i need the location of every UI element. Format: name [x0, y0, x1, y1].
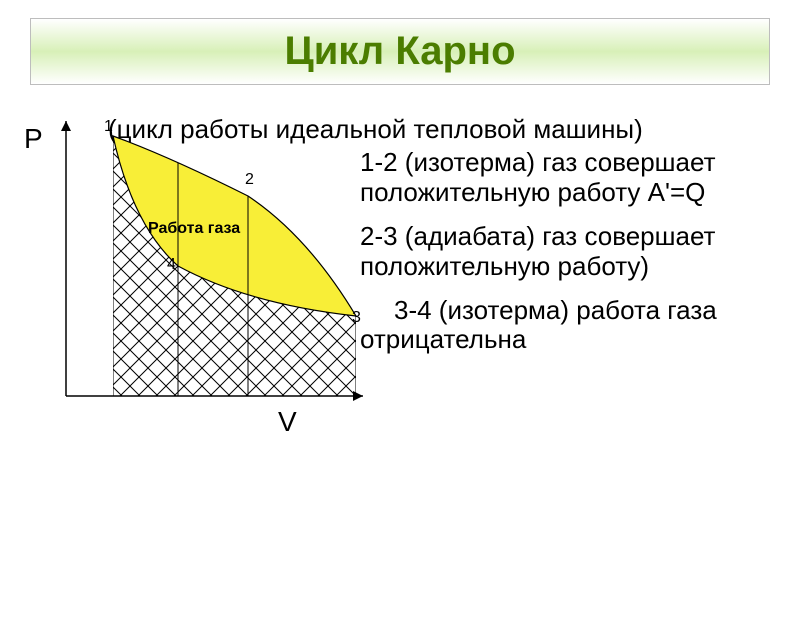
page-title: Цикл Карно	[31, 29, 769, 74]
point-4-label: 4	[167, 256, 176, 274]
point-1-label: 1	[104, 118, 113, 136]
process-3-4: 3-4 (изотерма) работа газа отрицательна	[360, 296, 790, 356]
title-bar: Цикл Карно	[30, 18, 770, 85]
process-1-2: 1-2 (изотерма) газ совершает положительн…	[360, 148, 790, 208]
process-descriptions: 1-2 (изотерма) газ совершает положительн…	[360, 148, 790, 369]
carnot-chart	[58, 116, 368, 416]
chart-svg	[58, 116, 368, 416]
axis-label-p: P	[24, 123, 43, 155]
process-2-3: 2-3 (адиабата) газ совершает положительн…	[360, 222, 790, 282]
point-2-label: 2	[245, 171, 254, 189]
work-label: Работа газа	[148, 220, 240, 238]
